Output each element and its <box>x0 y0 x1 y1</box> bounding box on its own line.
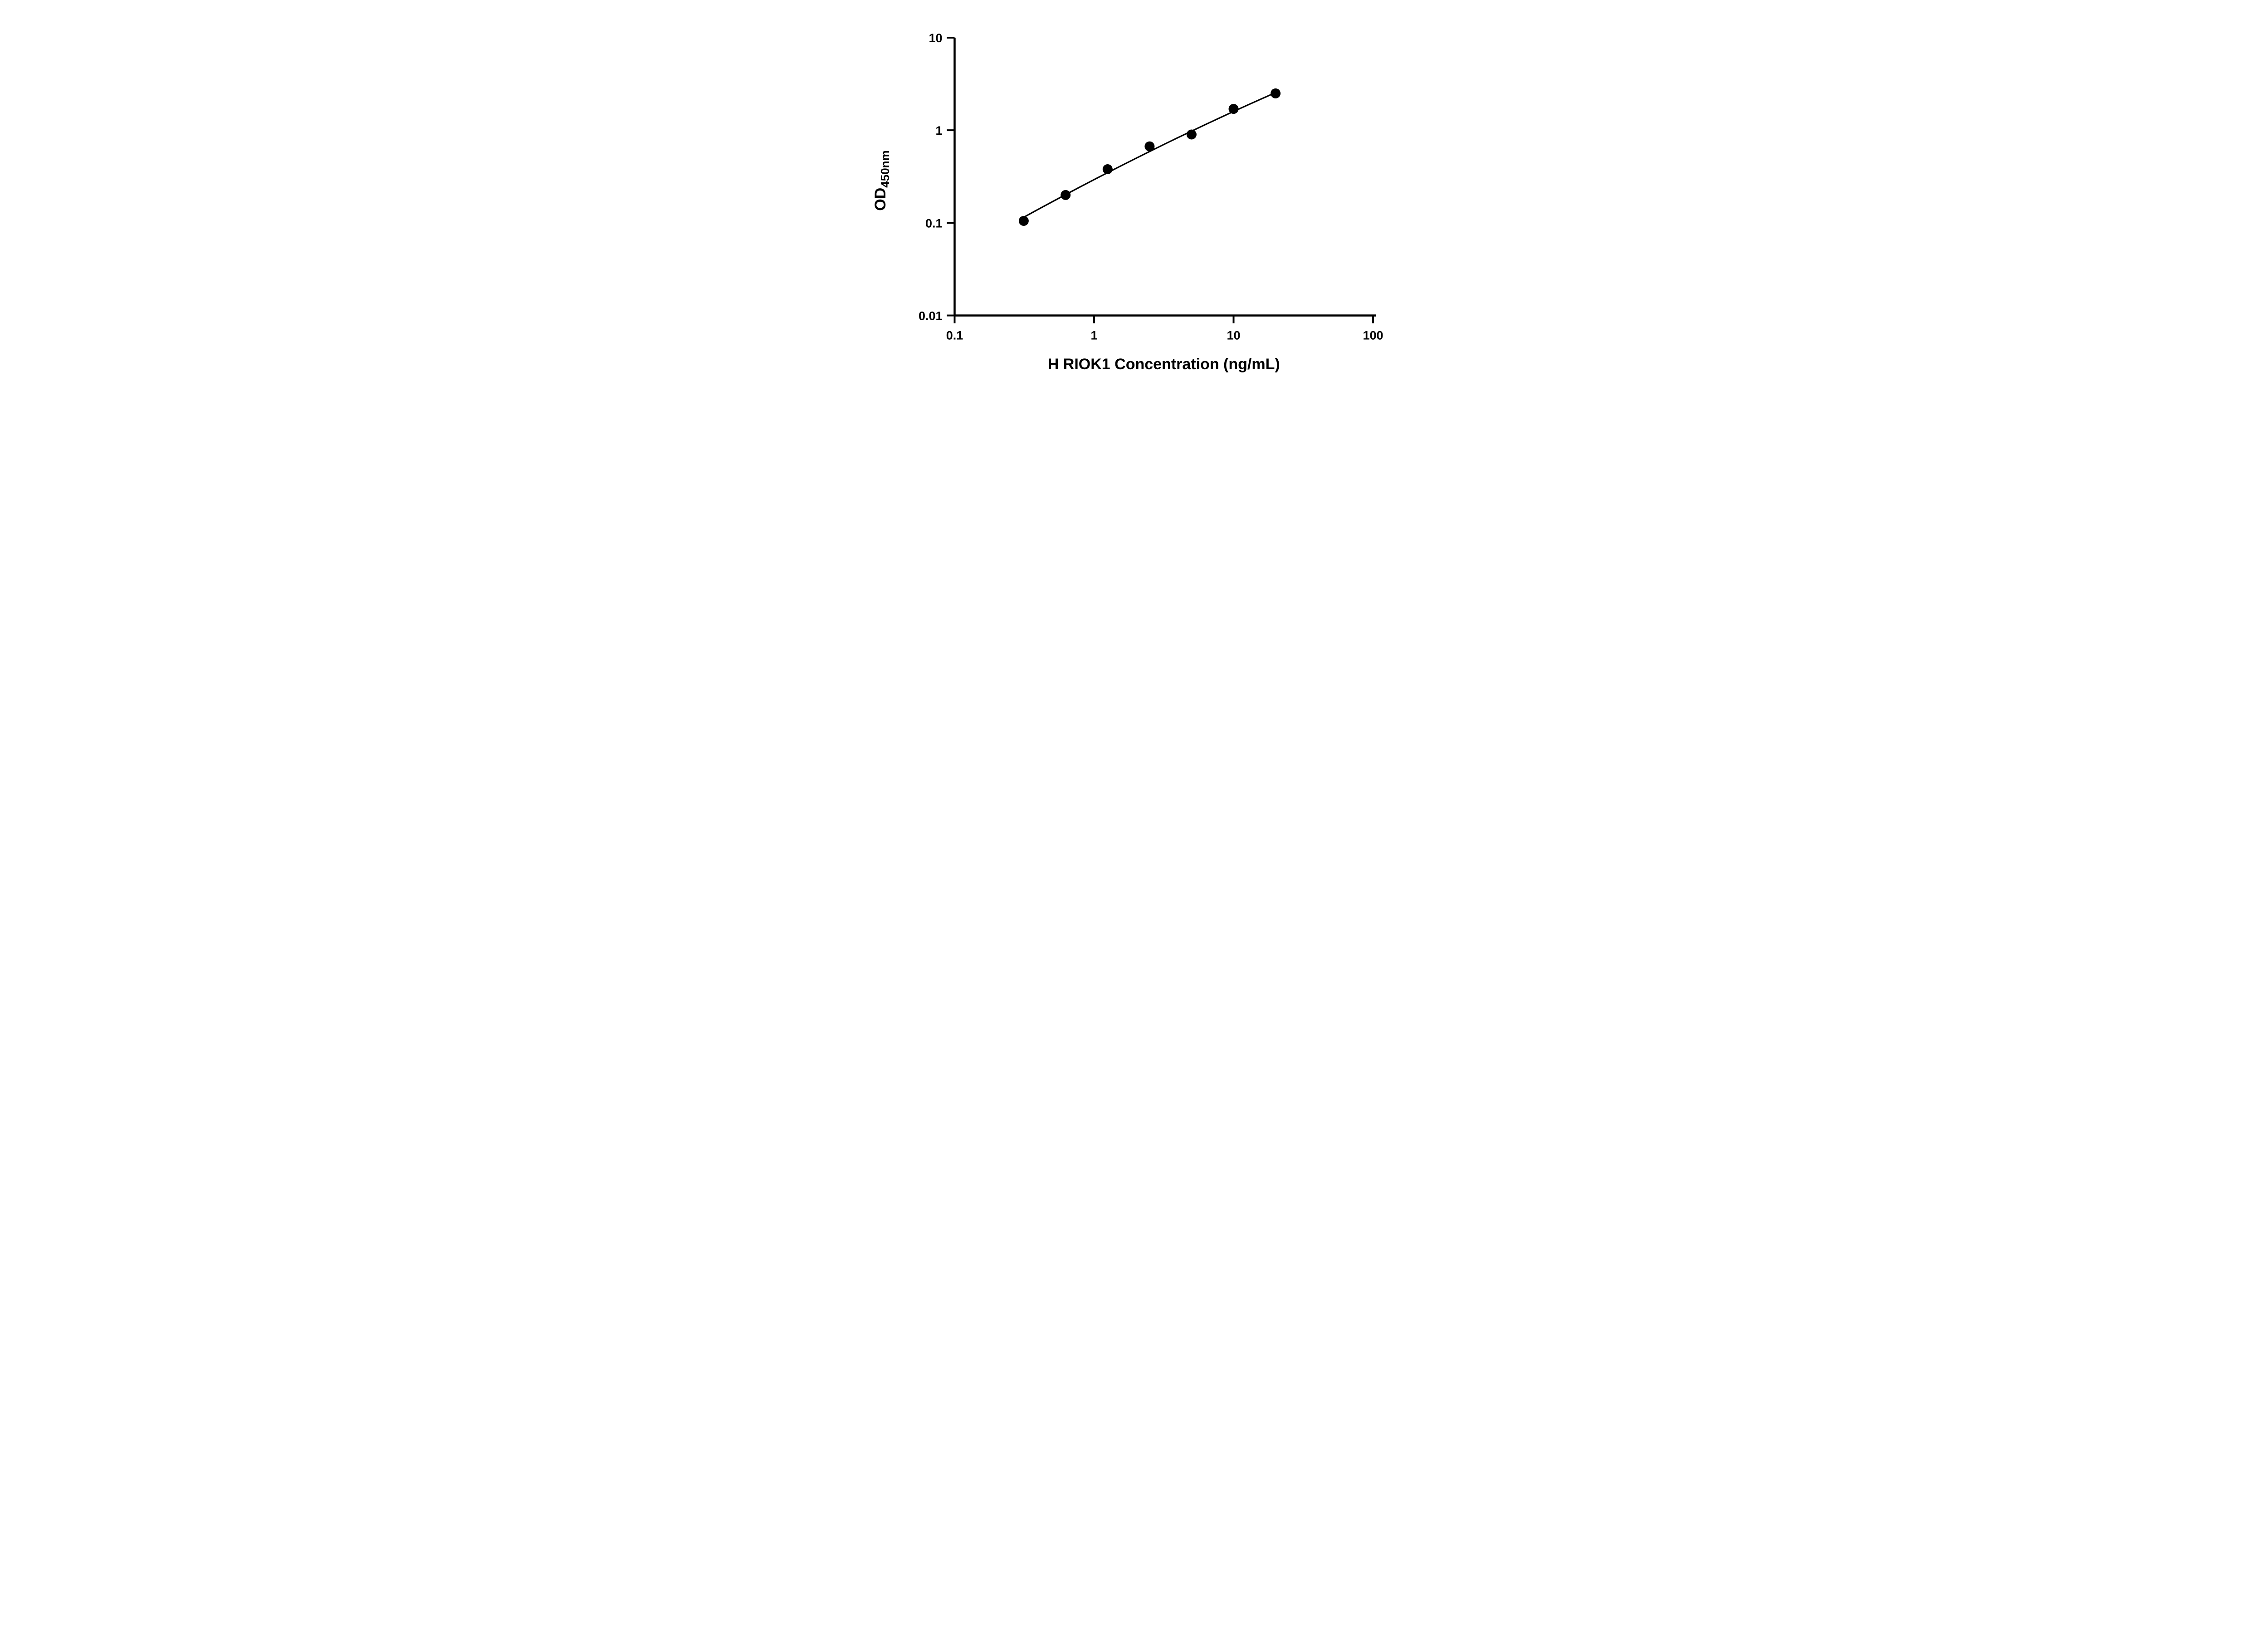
data-point <box>1144 141 1155 152</box>
y-tick-label: 1 <box>935 124 942 137</box>
y-tick-label: 10 <box>929 31 942 45</box>
figure-page: 0.1 1 10 100 0.01 0.1 1 10 H RIOK1 Concentration… <box>842 0 1426 408</box>
y-tick-label: 0.1 <box>925 216 943 230</box>
data-point <box>1102 164 1113 174</box>
y-axis-title: OD450nm <box>872 150 892 210</box>
data-point <box>1228 103 1239 114</box>
data-point <box>1186 129 1197 139</box>
x-tick-label: 1 <box>1090 328 1097 342</box>
data-point <box>1271 88 1281 98</box>
x-tick-label: 100 <box>1363 328 1383 342</box>
x-axis-title: H RIOK1 Concentration (ng/mL) <box>1048 356 1280 373</box>
data-point <box>1018 215 1029 226</box>
data-point <box>1061 190 1071 200</box>
elisa-standard-curve: 0.1 1 10 100 0.01 0.1 1 10 H RIOK1 Concentration… <box>842 0 1426 410</box>
y-tick-label: 0.01 <box>919 309 943 323</box>
x-tick-label: 0.1 <box>946 328 963 342</box>
x-tick-label: 10 <box>1227 328 1240 342</box>
